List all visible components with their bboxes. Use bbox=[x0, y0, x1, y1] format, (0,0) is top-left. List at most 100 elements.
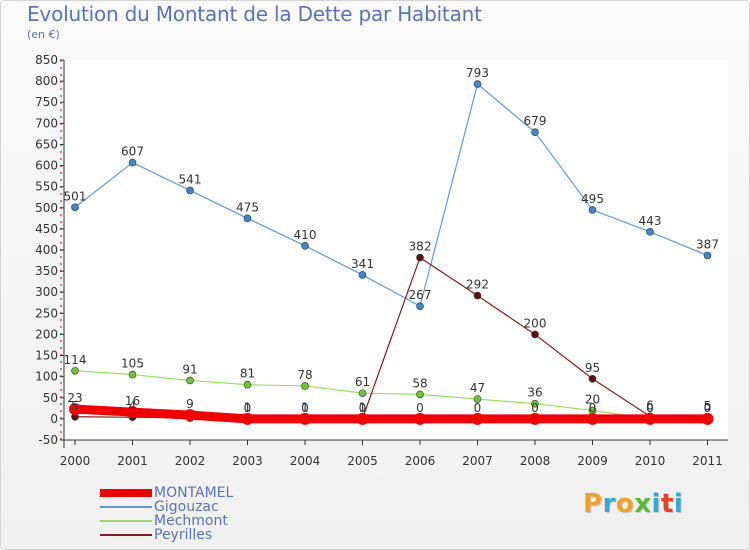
legend-label: MONTAMEL bbox=[154, 485, 234, 501]
data-label-mechmont: 61 bbox=[355, 375, 370, 389]
data-label-peyrilles: 5 bbox=[704, 399, 712, 413]
y-tick-label: 100 bbox=[35, 370, 58, 384]
data-label-gigouzac: 541 bbox=[179, 172, 202, 186]
data-label-gigouzac: 793 bbox=[466, 66, 489, 80]
data-point-gigouzac bbox=[531, 128, 539, 136]
y-tick-label: 550 bbox=[35, 180, 58, 194]
data-label-gigouzac: 341 bbox=[351, 257, 374, 271]
data-point-montamel bbox=[471, 412, 484, 425]
data-label-montamel: 23 bbox=[67, 391, 82, 405]
legend-label: Gigouzac bbox=[154, 499, 219, 515]
data-label-montamel: 0 bbox=[704, 401, 712, 415]
data-label-peyrilles: 6 bbox=[646, 398, 654, 412]
data-point-gigouzac bbox=[588, 206, 597, 214]
y-tick-label: 800 bbox=[35, 74, 58, 88]
x-tick-label: 2006 bbox=[405, 454, 436, 468]
data-label-montamel: 9 bbox=[186, 397, 194, 411]
series-line-montamel bbox=[70, 404, 712, 424]
data-label-montamel: 0 bbox=[646, 401, 654, 415]
y-tick-label: 150 bbox=[35, 349, 58, 363]
x-tick-label: 2011 bbox=[692, 454, 723, 468]
data-label-peyrilles: 200 bbox=[524, 316, 547, 330]
y-tick-label: 850 bbox=[35, 53, 58, 67]
data-label-peyrilles: 95 bbox=[585, 361, 600, 375]
data-point-montamel bbox=[126, 406, 139, 419]
plot-area bbox=[64, 60, 728, 440]
data-point-peyrilles bbox=[531, 330, 539, 339]
data-point-gigouzac bbox=[703, 251, 712, 260]
chart-legend: MONTAMEL Gigouzac Mechmont Peyrilles bbox=[100, 486, 233, 542]
data-point-montamel bbox=[184, 409, 196, 422]
data-label-mechmont: 91 bbox=[182, 362, 197, 376]
data-point-montamel bbox=[586, 412, 599, 425]
legend-label: Mechmont bbox=[154, 513, 228, 529]
data-point-mechmont bbox=[71, 366, 79, 375]
logo-letter: o bbox=[615, 489, 635, 519]
y-tick-label: 250 bbox=[35, 306, 58, 320]
data-point-gigouzac bbox=[646, 228, 654, 236]
data-label-gigouzac: 267 bbox=[409, 288, 432, 302]
data-point-mechmont bbox=[358, 389, 367, 397]
proxiti-logo: Proxiti bbox=[583, 489, 683, 519]
y-tick-label: 200 bbox=[35, 327, 58, 341]
data-point-montamel bbox=[241, 412, 254, 425]
logo-letter: P bbox=[583, 489, 603, 519]
data-label-gigouzac: 501 bbox=[64, 189, 87, 203]
data-label-mechmont: 58 bbox=[412, 376, 427, 390]
legend-item-montamel: MONTAMEL bbox=[100, 486, 233, 500]
y-tick-label: 500 bbox=[35, 201, 58, 215]
y-tick-label: 400 bbox=[35, 243, 58, 257]
y-tick-label: 50 bbox=[43, 391, 58, 405]
legend-swatch bbox=[100, 534, 152, 536]
y-tick-label: 750 bbox=[35, 95, 58, 109]
data-point-mechmont bbox=[128, 370, 137, 379]
data-label-gigouzac: 607 bbox=[121, 145, 144, 159]
logo-letter: x bbox=[634, 489, 652, 519]
logo-letter: t bbox=[660, 489, 674, 519]
data-point-gigouzac bbox=[128, 158, 137, 167]
y-tick-label: 0 bbox=[50, 412, 58, 426]
data-point-montamel bbox=[299, 412, 311, 425]
data-label-mechmont: 78 bbox=[297, 368, 312, 382]
data-label-peyrilles: 292 bbox=[466, 278, 489, 292]
x-tick-label: 2003 bbox=[232, 454, 263, 468]
data-point-mechmont bbox=[416, 390, 424, 399]
data-label-mechmont: 0 bbox=[646, 401, 654, 415]
data-label-gigouzac: 410 bbox=[294, 228, 317, 242]
data-label-mechmont: 81 bbox=[240, 367, 255, 381]
data-point-mechmont bbox=[243, 380, 252, 389]
data-point-peyrilles bbox=[473, 291, 482, 300]
data-label-montamel: 0 bbox=[416, 401, 424, 415]
data-point-mechmont bbox=[531, 399, 539, 408]
y-tick-label: 450 bbox=[35, 222, 58, 236]
data-label-peyrilles: 5 bbox=[71, 399, 79, 413]
chart-subtitle: (en €) bbox=[27, 28, 60, 41]
data-label-gigouzac: 387 bbox=[696, 237, 719, 251]
data-point-gigouzac bbox=[358, 271, 367, 279]
data-point-mechmont bbox=[473, 395, 482, 403]
data-label-montamel: 0 bbox=[531, 401, 539, 415]
legend-item-gigouzac: Gigouzac bbox=[100, 500, 233, 514]
legend-swatch bbox=[100, 506, 152, 508]
data-point-gigouzac bbox=[301, 241, 309, 250]
x-tick-label: 2002 bbox=[175, 454, 206, 468]
legend-item-peyrilles: Peyrilles bbox=[100, 528, 233, 542]
data-label-peyrilles: 1 bbox=[244, 400, 252, 414]
legend-item-mechmont: Mechmont bbox=[100, 514, 233, 528]
data-point-gigouzac bbox=[243, 214, 252, 223]
x-tick-label: 2009 bbox=[577, 454, 608, 468]
data-label-mechmont: 36 bbox=[527, 386, 542, 400]
legend-swatch bbox=[100, 520, 152, 522]
data-point-gigouzac bbox=[416, 302, 424, 310]
y-tick-label: -50 bbox=[38, 433, 58, 447]
legend-swatch bbox=[100, 489, 152, 497]
x-tick-label: 2005 bbox=[347, 454, 378, 468]
y-tick-label: 650 bbox=[35, 137, 58, 151]
data-label-mechmont: 105 bbox=[121, 357, 144, 371]
data-label-montamel: 0 bbox=[474, 401, 482, 415]
x-tick-label: 2004 bbox=[290, 454, 321, 468]
data-label-montamel: 0 bbox=[301, 401, 309, 415]
data-label-peyrilles: 1 bbox=[301, 400, 309, 414]
series-line-gigouzac bbox=[74, 83, 708, 307]
